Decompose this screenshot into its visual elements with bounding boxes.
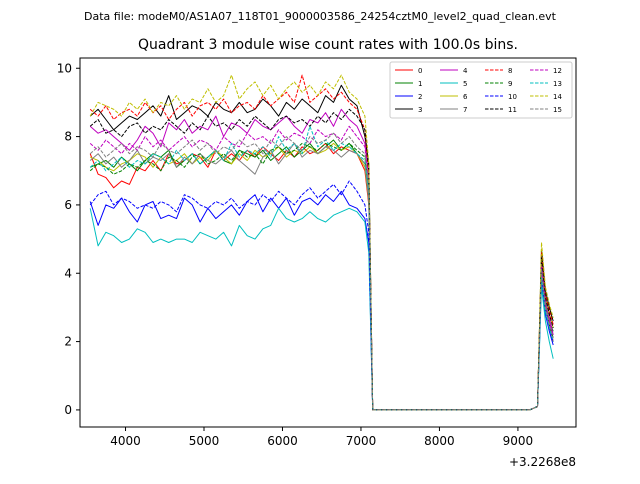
legend-label-2: 2 <box>418 93 422 101</box>
x-tick-label-5000: 5000 <box>189 434 220 448</box>
x-tick-label-8000: 8000 <box>424 434 455 448</box>
plot-area <box>80 58 576 427</box>
legend-label-15: 15 <box>553 106 562 114</box>
legend-label-11: 11 <box>508 106 517 114</box>
y-tick-label-10: 10 <box>57 61 72 75</box>
x-tick-label-6000: 6000 <box>267 434 298 448</box>
legend-label-13: 13 <box>553 80 562 88</box>
legend-label-3: 3 <box>418 106 422 114</box>
legend-label-14: 14 <box>553 93 562 101</box>
chart-title: Quadrant 3 module wise count rates with … <box>138 37 518 53</box>
legend-label-0: 0 <box>418 67 422 75</box>
series-line-13 <box>89 125 554 411</box>
y-tick-label-0: 0 <box>64 403 72 417</box>
chart-suptitle: Data file: modeM0/AS1A07_118T01_90000035… <box>84 10 557 23</box>
legend-label-8: 8 <box>508 67 512 75</box>
legend-label-4: 4 <box>463 67 468 75</box>
x-tick-label-7000: 7000 <box>346 434 377 448</box>
legend-label-9: 9 <box>508 80 512 88</box>
x-tick-label-4000: 4000 <box>110 434 141 448</box>
legend-label-5: 5 <box>463 80 467 88</box>
series-layer <box>89 74 554 411</box>
legend-label-6: 6 <box>463 93 468 101</box>
legend-label-7: 7 <box>463 106 467 114</box>
y-tick-label-2: 2 <box>64 335 72 349</box>
x-tick-label-9000: 9000 <box>503 434 534 448</box>
legend-label-12: 12 <box>553 67 562 75</box>
legend-label-1: 1 <box>418 80 422 88</box>
x-offset-label: +3.2268e8 <box>509 455 576 469</box>
y-tick-label-8: 8 <box>64 130 72 144</box>
series-line-15 <box>89 132 554 411</box>
y-tick-label-4: 4 <box>64 266 72 280</box>
legend-label-10: 10 <box>508 93 517 101</box>
plot-frame <box>79 57 577 428</box>
y-tick-label-6: 6 <box>64 198 72 212</box>
legend-box <box>389 61 573 119</box>
